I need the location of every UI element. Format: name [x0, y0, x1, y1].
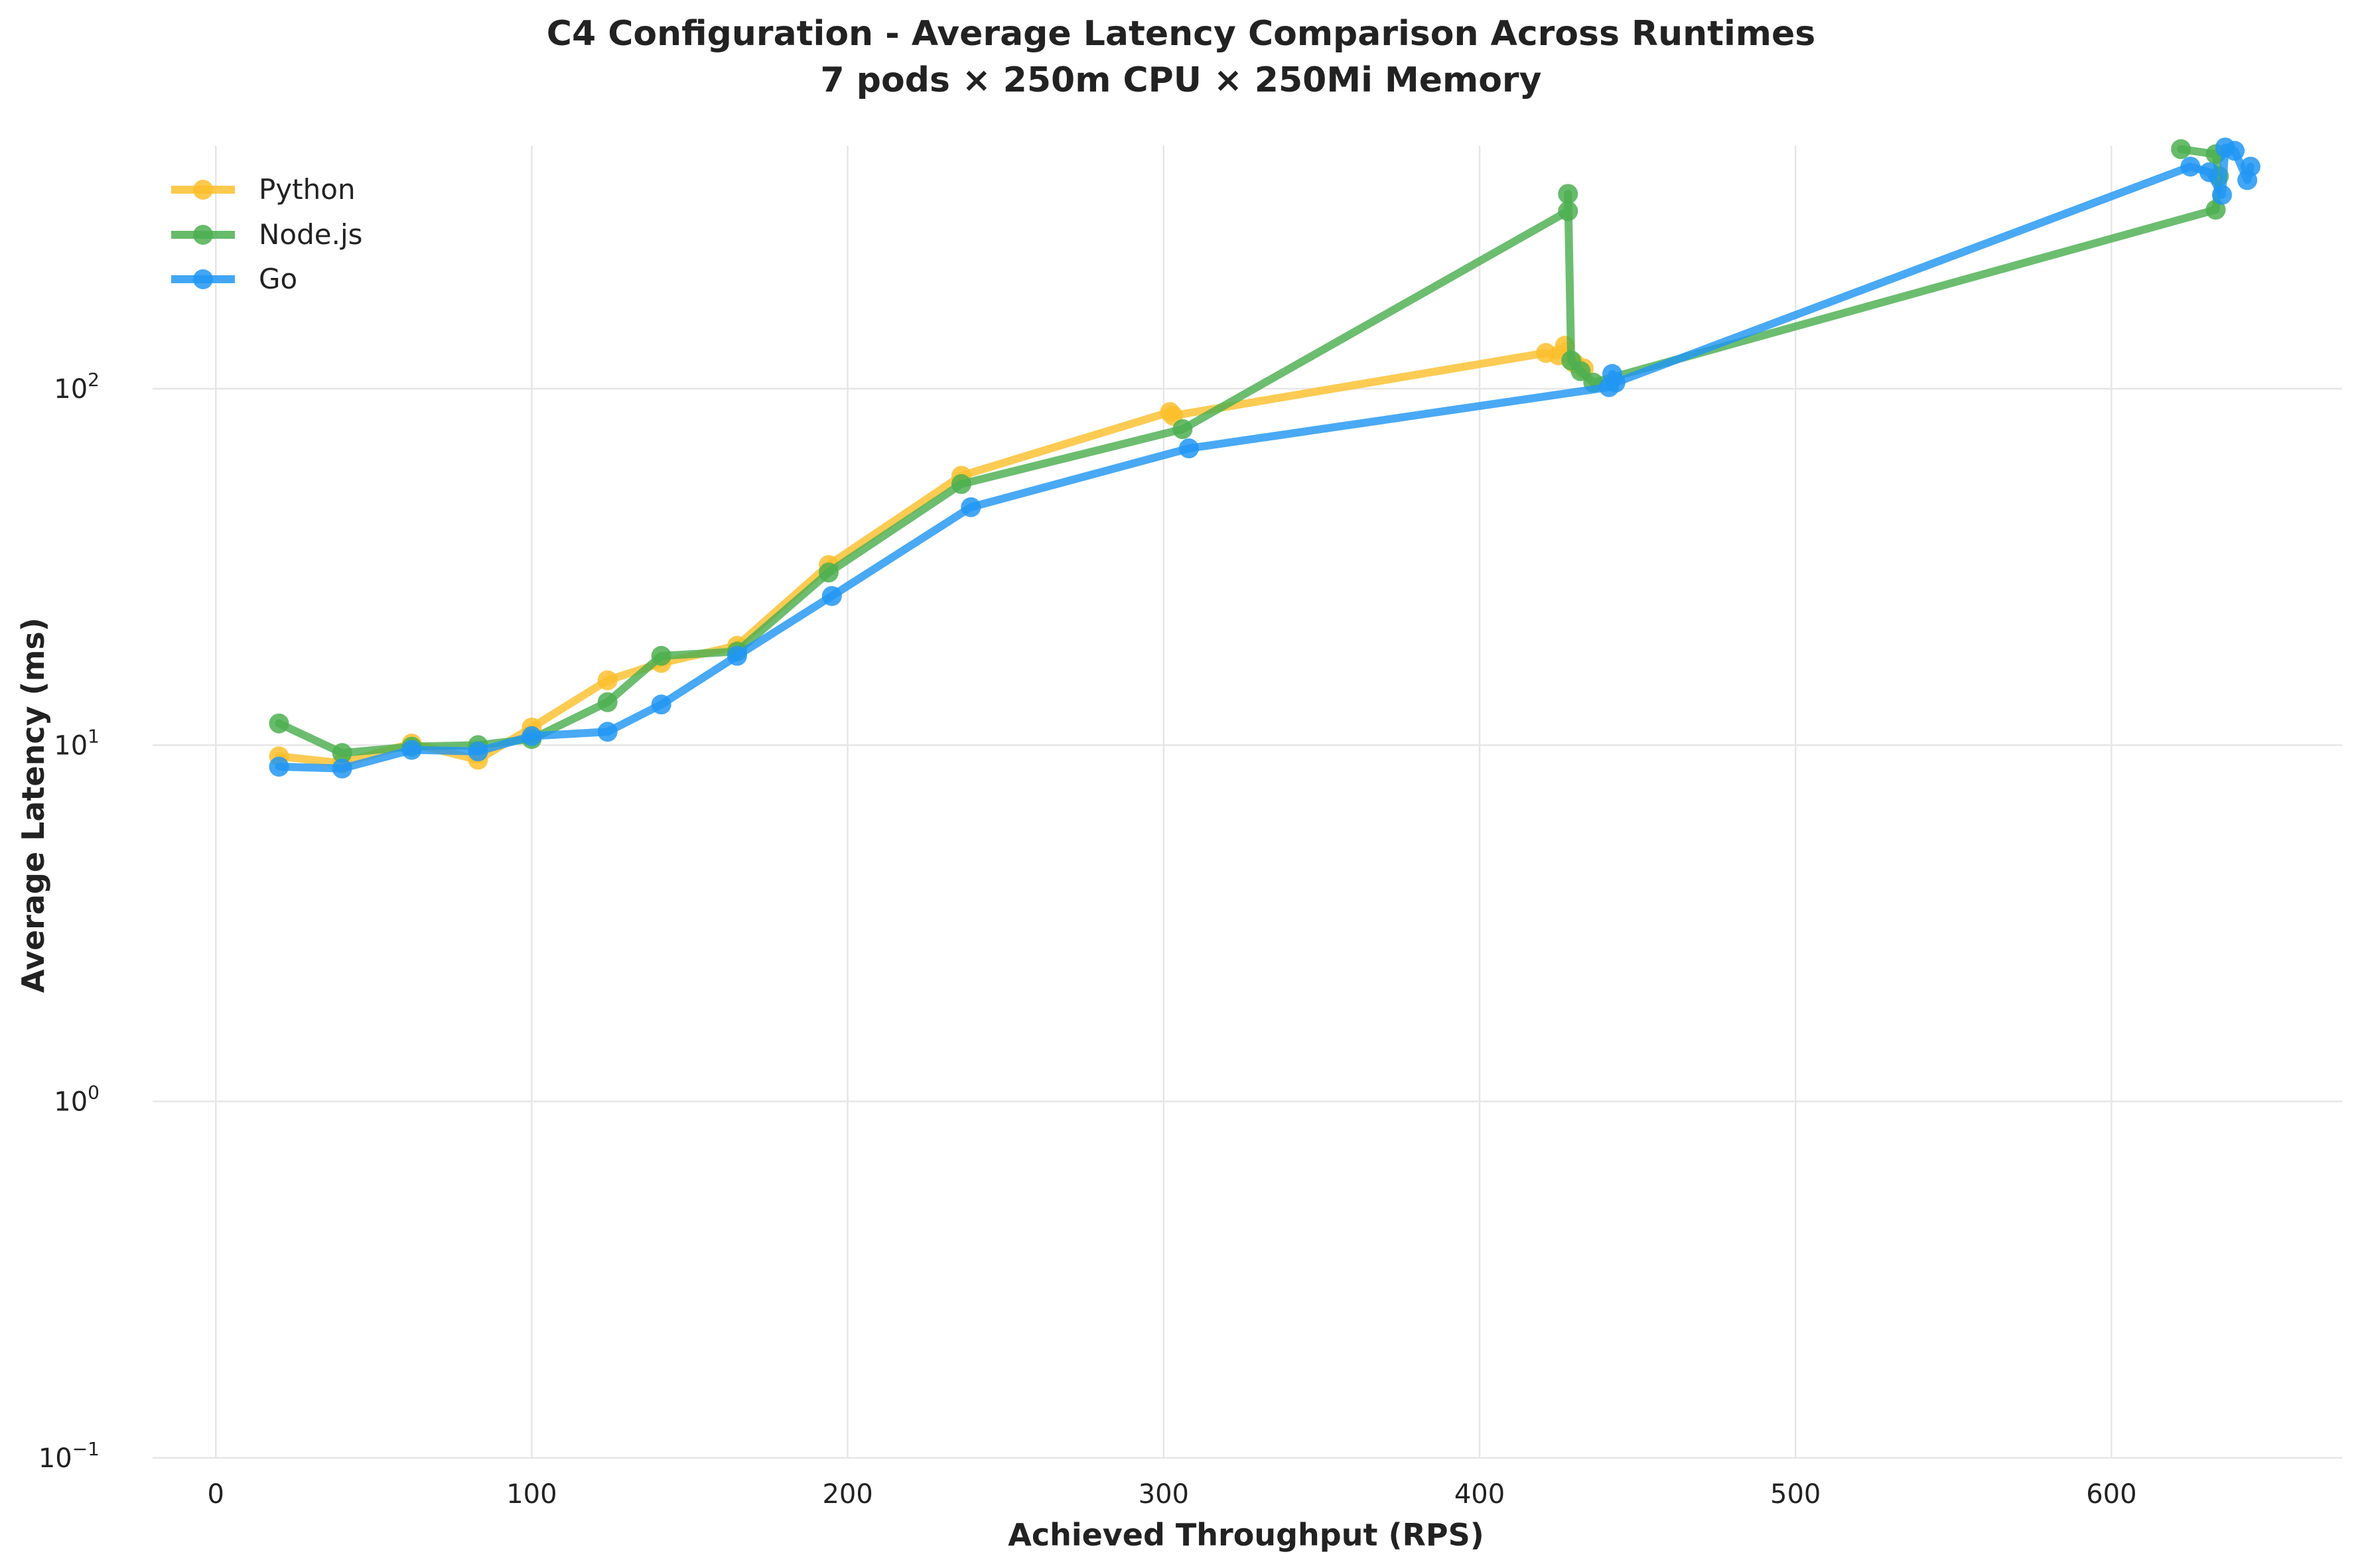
y-tick-label: 10−1	[38, 1438, 100, 1474]
series-line-nodejs	[275, 145, 2223, 757]
y-tick-base: 10	[54, 374, 88, 405]
data-point-go	[1178, 438, 1199, 458]
data-point-go	[2240, 157, 2260, 177]
legend-item-python: Python	[171, 173, 356, 206]
y-tick-exponent: 0	[88, 1082, 100, 1104]
x-tick-label: 600	[2086, 1479, 2136, 1510]
data-point-go	[2199, 162, 2219, 182]
chart-title: C4 Configuration - Average Latency Compa…	[547, 14, 1815, 54]
data-point-python	[597, 670, 618, 690]
legend-marker-nodejs	[193, 225, 213, 245]
series-go	[269, 137, 2260, 779]
data-point-nodejs	[819, 562, 839, 583]
series-nodejs	[269, 139, 2229, 763]
data-point-go	[2212, 184, 2232, 205]
y-tick-label: 102	[54, 369, 100, 405]
y-tick-exponent: 2	[88, 369, 100, 391]
data-point-nodejs	[269, 713, 289, 734]
x-tick-label: 100	[506, 1479, 557, 1510]
legend-marker-go	[193, 269, 213, 289]
data-point-go	[597, 722, 618, 742]
series-line-go	[275, 143, 2255, 773]
y-tick-base: 10	[54, 1087, 88, 1118]
data-point-go	[821, 586, 842, 606]
y-tick-base: 10	[38, 1443, 72, 1474]
legend-label-nodejs: Node.js	[259, 218, 363, 251]
x-tick-label: 0	[208, 1479, 224, 1510]
data-point-nodejs	[597, 692, 618, 712]
legend-item-go: Go	[171, 263, 297, 295]
y-tick-base: 10	[54, 730, 88, 761]
x-tick-label: 400	[1454, 1479, 1505, 1510]
x-axis-label: Achieved Throughput (RPS)	[1008, 1517, 1484, 1553]
data-point-nodejs	[1570, 361, 1591, 381]
x-tick-label: 500	[1770, 1479, 1821, 1510]
data-point-go	[401, 740, 422, 760]
data-point-nodejs	[2205, 200, 2226, 220]
x-tick-label: 200	[822, 1479, 872, 1510]
data-point-go	[468, 741, 488, 761]
legend: Python Node.js Go	[171, 173, 363, 295]
y-tick-exponent: −1	[72, 1438, 100, 1460]
chart-subtitle: 7 pods × 250m CPU × 250Mi Memory	[821, 60, 1542, 100]
data-point-nodejs	[2171, 139, 2191, 159]
data-point-nodejs	[1558, 201, 1578, 222]
data-point-go	[332, 758, 352, 779]
data-point-go	[2180, 157, 2201, 177]
y-tick-exponent: 1	[88, 725, 100, 747]
y-axis-label: Average Latency (ms)	[15, 618, 51, 993]
legend-label-go: Go	[259, 263, 297, 295]
series-layer	[269, 137, 2260, 779]
grid	[153, 146, 2342, 1459]
x-tick-label: 300	[1139, 1479, 1189, 1510]
series-python	[269, 336, 1594, 773]
data-point-go	[521, 726, 542, 746]
data-point-nodejs	[651, 645, 671, 666]
data-point-nodejs	[332, 743, 352, 763]
data-point-nodejs	[951, 474, 971, 494]
legend-marker-python	[193, 180, 213, 200]
y-tick-label: 100	[54, 1082, 100, 1118]
y-tick-label: 101	[54, 725, 100, 761]
data-point-go	[2225, 141, 2245, 161]
data-point-go	[651, 694, 671, 715]
data-point-go	[727, 645, 747, 666]
data-point-go	[961, 497, 981, 517]
data-point-go	[269, 756, 289, 777]
legend-label-python: Python	[259, 173, 356, 206]
series-line-python	[275, 342, 1588, 767]
legend-item-nodejs: Node.js	[171, 218, 363, 251]
data-point-nodejs	[1558, 184, 1578, 204]
data-point-nodejs	[1172, 419, 1193, 439]
data-point-go	[1605, 372, 1626, 393]
